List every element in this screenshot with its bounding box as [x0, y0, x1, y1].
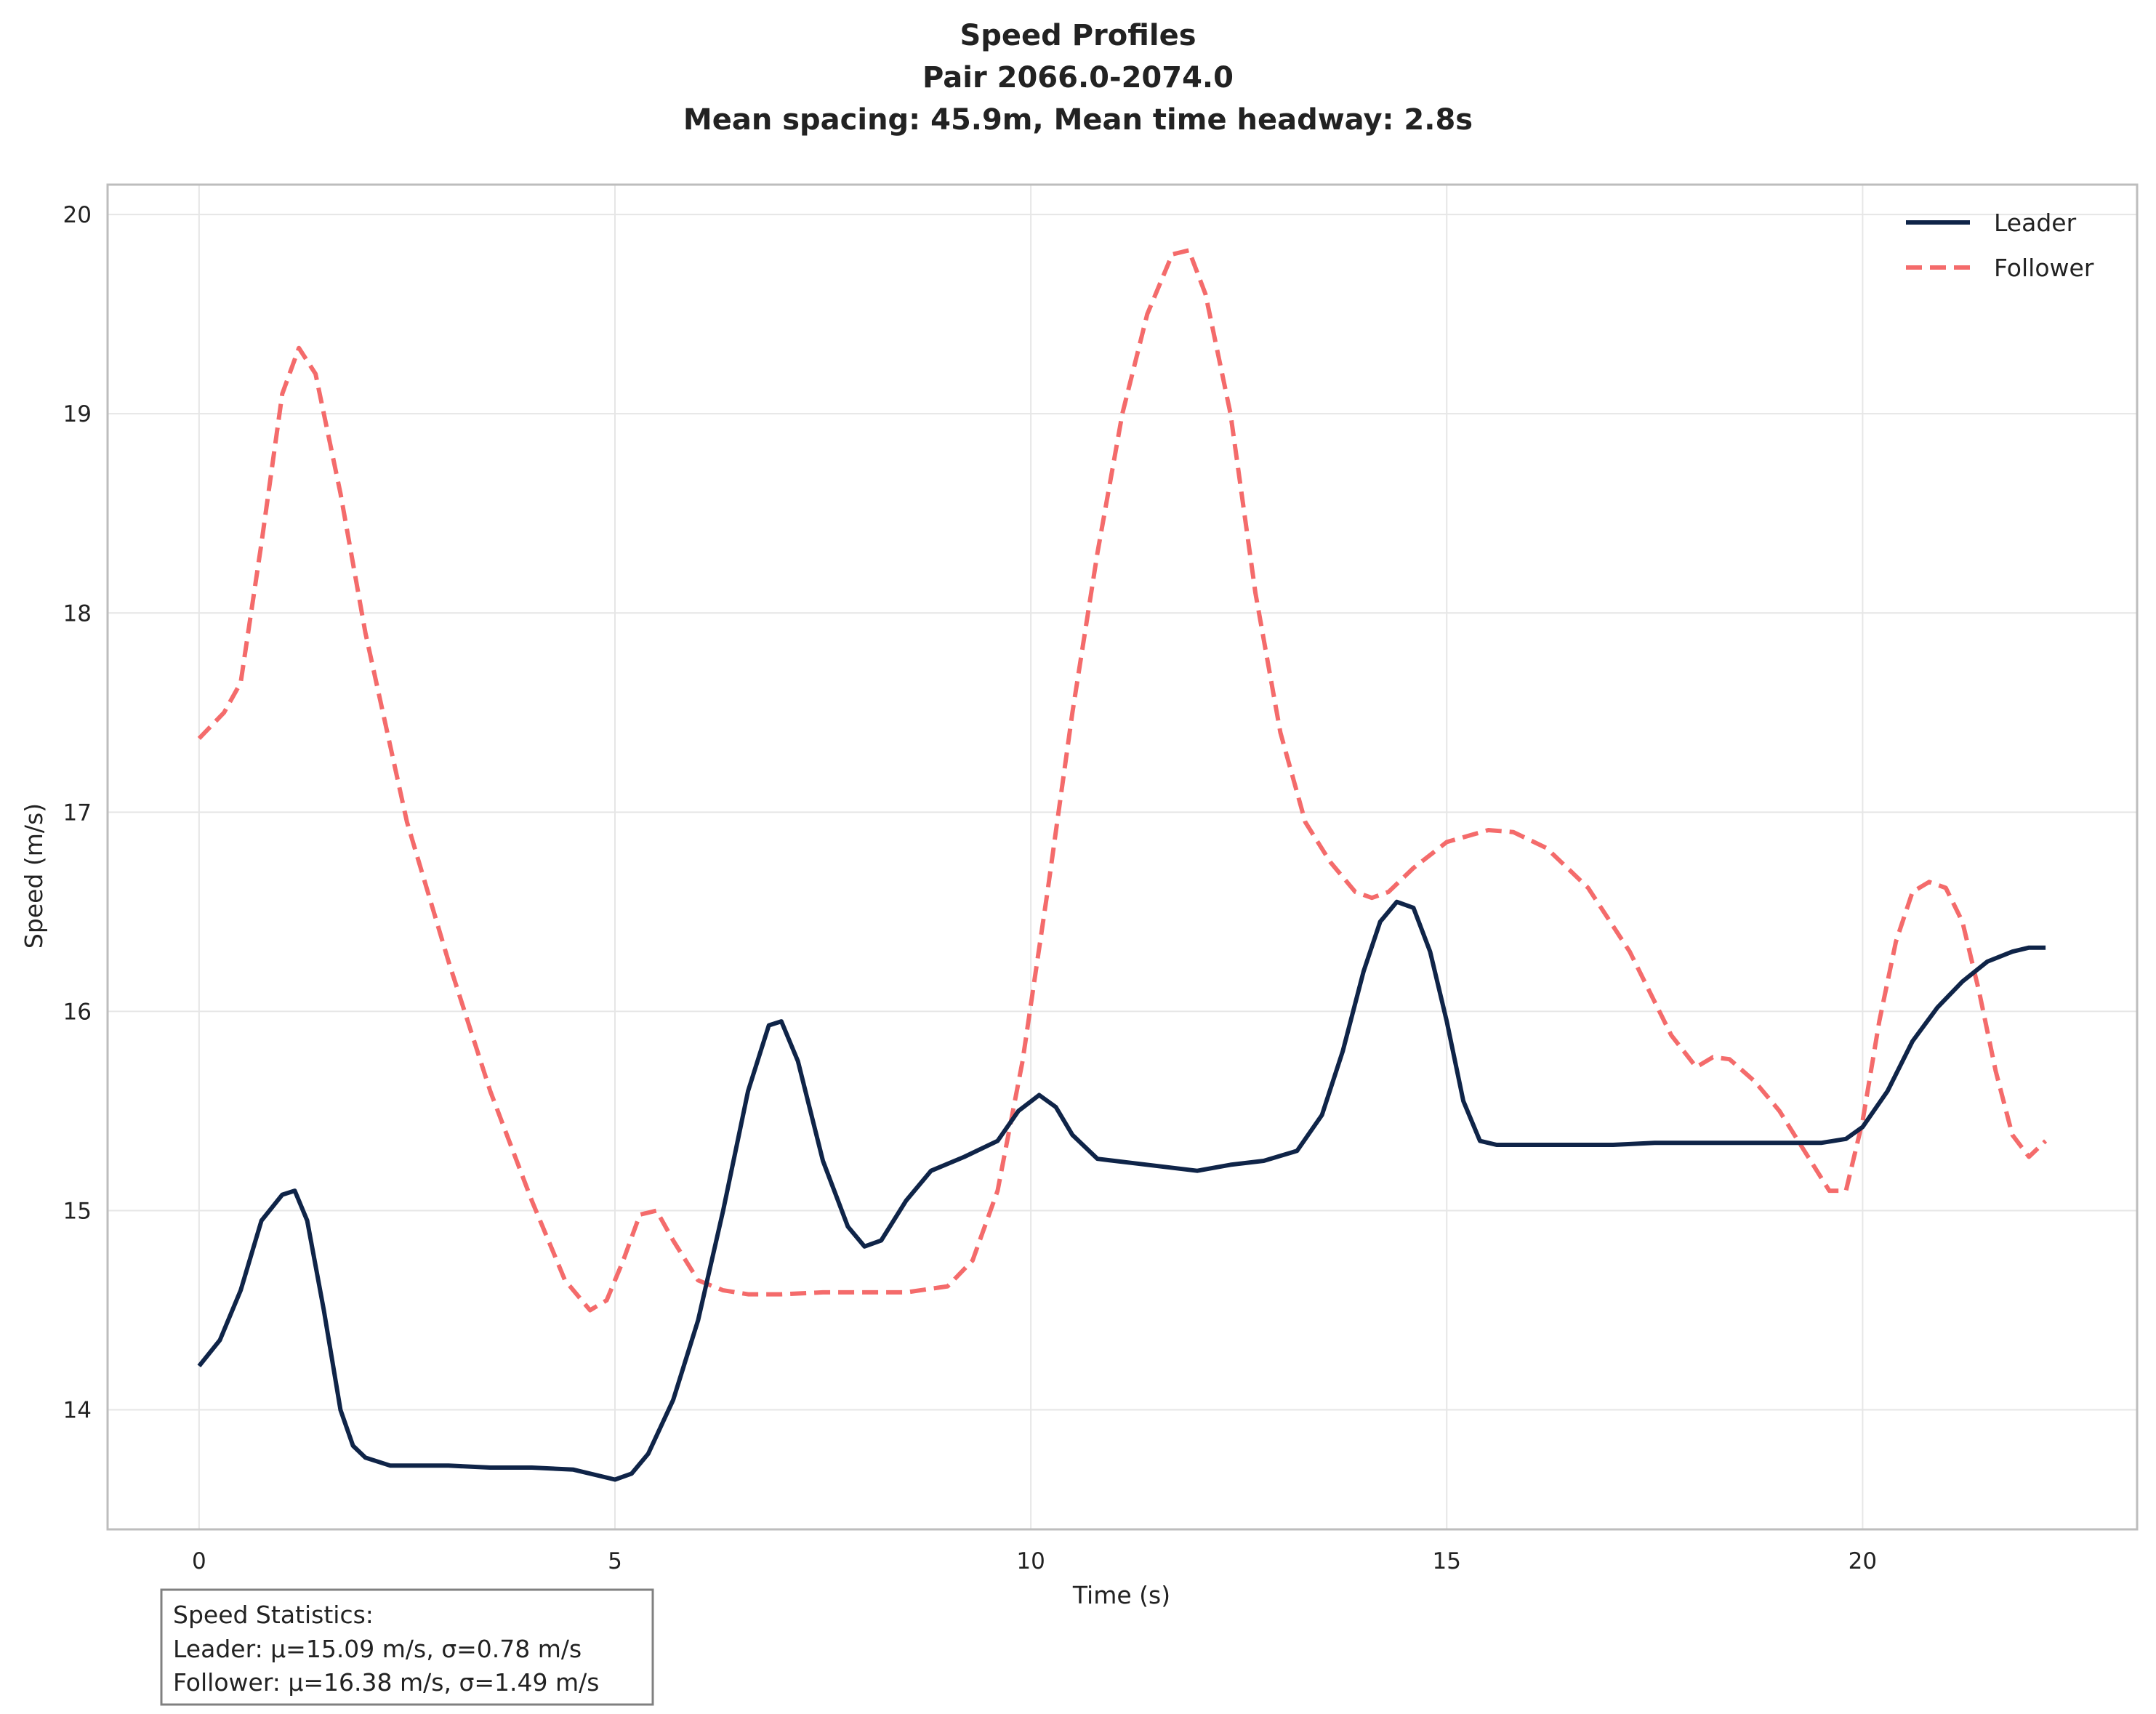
stats-heading: Speed Statistics:: [173, 1601, 374, 1629]
y-tick-label: 16: [63, 999, 92, 1025]
x-tick-labels: 0 5 10 15 20: [192, 1548, 1877, 1574]
speed-statistics-box: Speed Statistics: Leader: μ=15.09 m/s, σ…: [160, 1588, 654, 1706]
y-tick-label: 18: [63, 600, 92, 627]
grid-lines: [108, 185, 2137, 1529]
stats-leader-line: Leader: μ=15.09 m/s, σ=0.78 m/s: [173, 1635, 582, 1663]
stats-box-frame: [160, 1588, 654, 1706]
y-tick-label: 14: [63, 1398, 92, 1424]
title-line-3: Mean spacing: 45.9m, Mean time headway: …: [683, 103, 1473, 137]
stats-follower-line: Follower: μ=16.38 m/s, σ=1.49 m/s: [173, 1668, 599, 1697]
series-layer: [197, 248, 2048, 1482]
x-axis-label: Time (s): [1072, 1581, 1170, 1609]
y-tick-label: 15: [63, 1198, 92, 1224]
y-tick-label: 17: [63, 800, 92, 826]
title-line-1: Speed Profiles: [960, 19, 1196, 52]
legend-label-leader: Leader: [1994, 209, 2077, 237]
chart-title: Speed Profiles Pair 2066.0-2074.0 Mean s…: [683, 19, 1473, 137]
y-axis-label: Speed (m/s): [20, 803, 48, 949]
x-tick-label: 5: [608, 1548, 622, 1574]
y-tick-label: 20: [63, 202, 92, 228]
plot-frame: [106, 183, 2139, 1531]
x-tick-label: 10: [1016, 1548, 1045, 1574]
series-line-follower: [197, 248, 2048, 1313]
y-tick-label: 19: [63, 401, 92, 427]
x-tick-label: 20: [1849, 1548, 1877, 1574]
x-tick-label: 0: [192, 1548, 206, 1574]
legend: Leader Follower: [1906, 209, 2094, 282]
x-tick-label: 15: [1433, 1548, 1461, 1574]
title-line-2: Pair 2066.0-2074.0: [922, 61, 1234, 94]
series-line-leader: [197, 899, 2046, 1482]
legend-label-follower: Follower: [1994, 254, 2094, 282]
y-tick-labels: 14 15 16 17 18 19 20: [63, 202, 92, 1423]
